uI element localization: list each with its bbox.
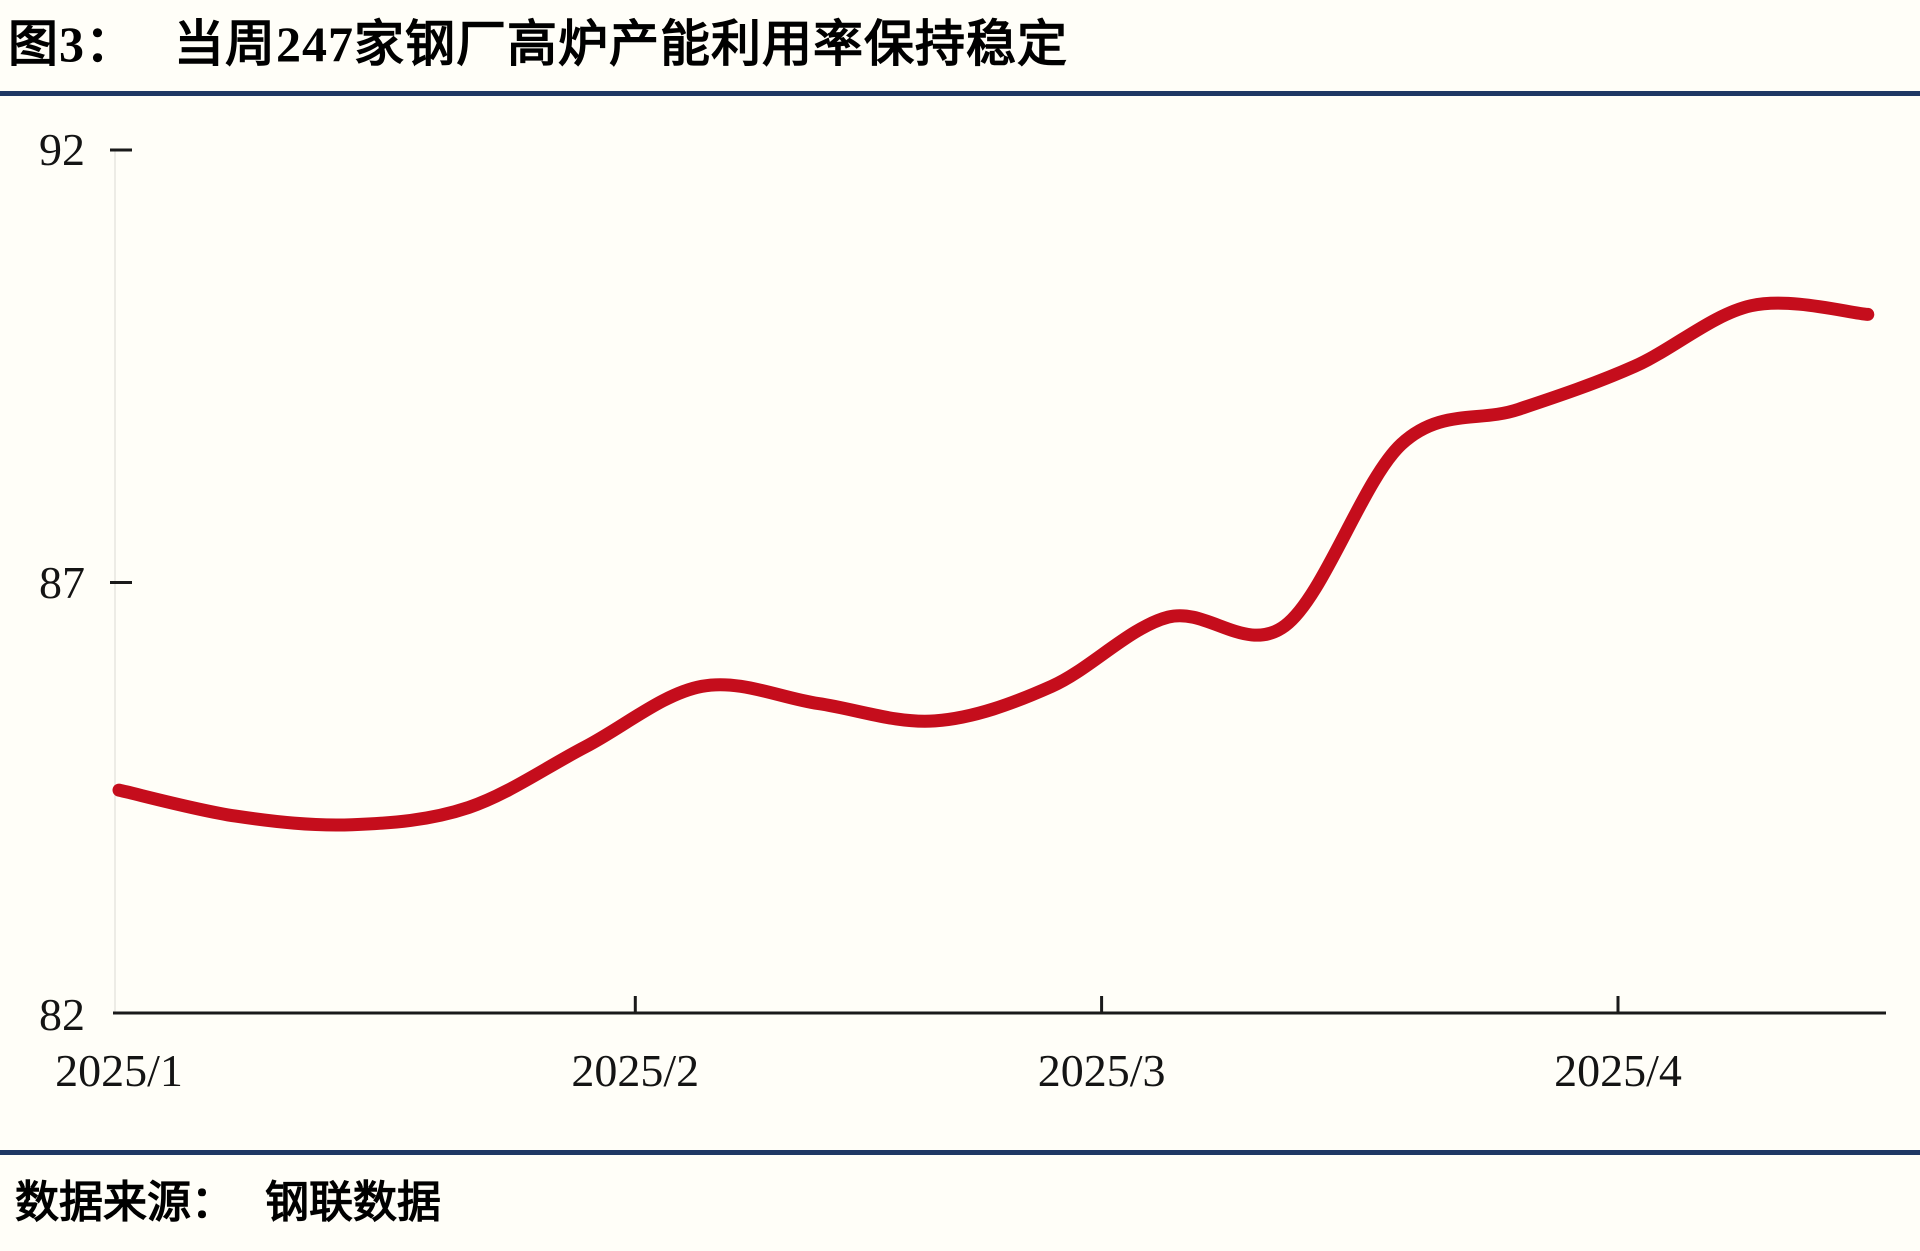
source-value: 钢联数据 [265,1178,441,1227]
figure-title-text: 当周247家钢厂高炉产能利用率保持稳定 [174,16,1068,72]
source-label: 数据来源： [15,1178,235,1227]
source-note: 数据来源： 钢联数据 [15,1166,441,1230]
bottom-divider [0,1150,1920,1155]
utilization-line [112,296,1875,832]
figure-number-label: 图3： [8,16,136,72]
top-divider [0,91,1920,96]
figure-title: 图3： 当周247家钢厂高炉产能利用率保持稳定 [8,4,1068,90]
